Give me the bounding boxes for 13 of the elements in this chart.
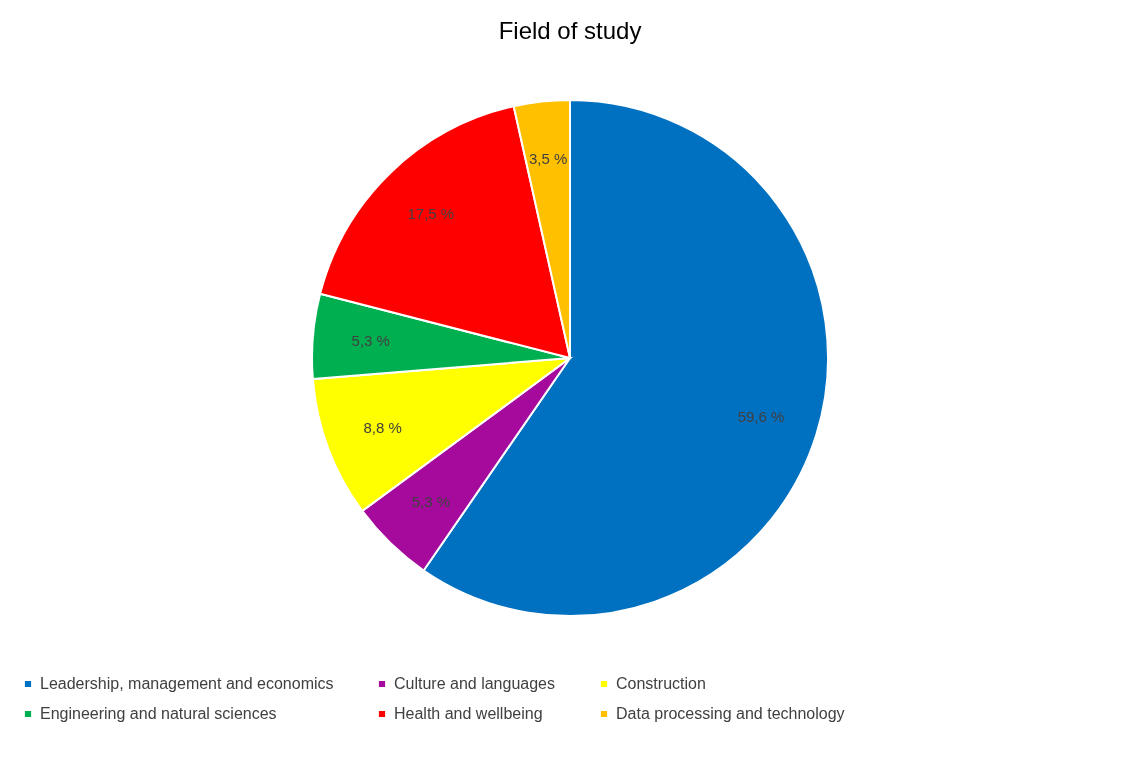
data-label: 5,3 % — [411, 492, 450, 510]
legend-label: Engineering and natural sciences — [40, 705, 277, 722]
data-label: 3,5 % — [528, 150, 568, 168]
chart-title: Field of study — [498, 17, 642, 44]
legend-label: Construction — [616, 675, 706, 692]
data-label: 5,3 % — [351, 332, 390, 350]
data-label: 8,8 % — [363, 419, 402, 437]
data-label: 59,6 % — [737, 408, 785, 426]
legend-label: Leadership, management and economics — [40, 675, 334, 692]
data-label: 17,5 % — [407, 205, 455, 223]
legend-label: Data processing and technology — [616, 705, 845, 722]
legend-label: Culture and languages — [394, 675, 556, 692]
legend-label: Health and wellbeing — [394, 705, 543, 722]
